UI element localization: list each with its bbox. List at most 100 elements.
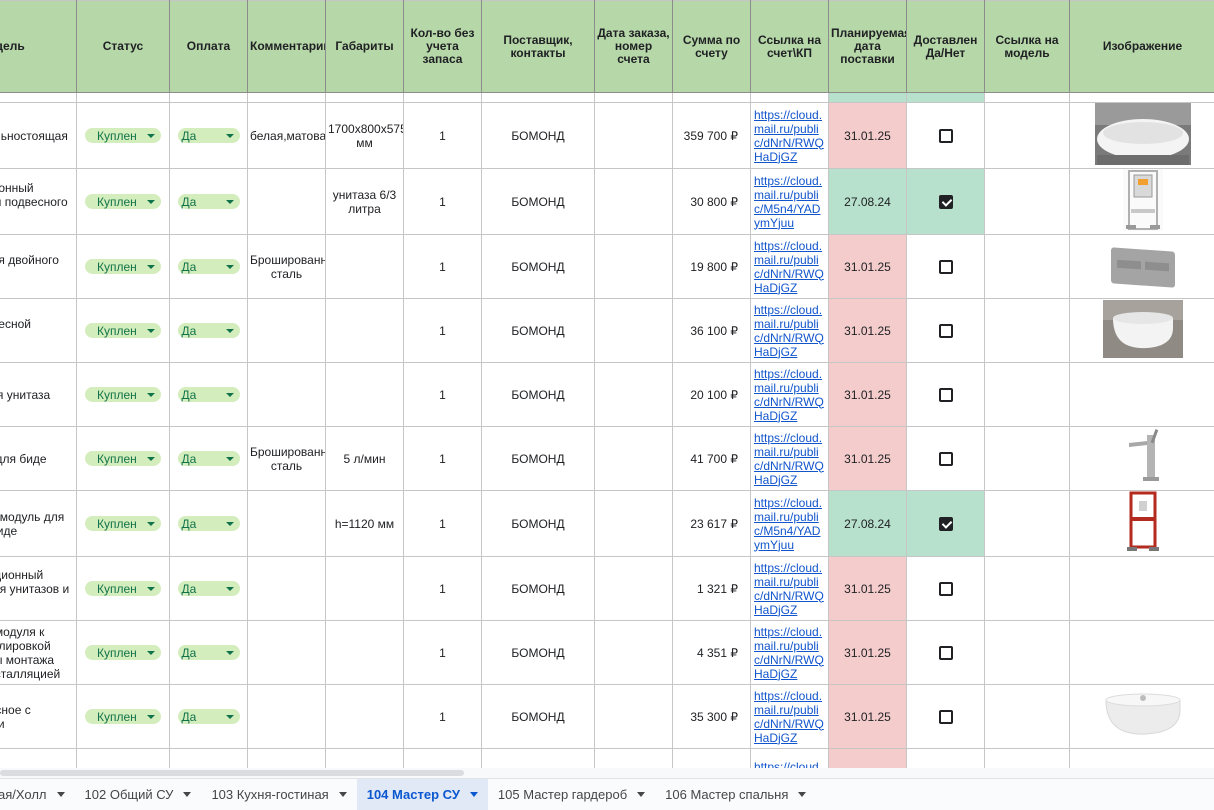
supplier-cell[interactable] bbox=[481, 748, 595, 768]
payment-cell[interactable]: Да bbox=[169, 426, 248, 491]
delivered-checkbox[interactable] bbox=[938, 387, 953, 402]
payment-dropdown-chip[interactable]: Да bbox=[177, 581, 240, 596]
image-cell[interactable] bbox=[1069, 102, 1214, 169]
image-cell[interactable] bbox=[1069, 490, 1214, 557]
model-cell[interactable]: Крепление модуля к стене с регулировкой … bbox=[0, 620, 77, 685]
status-dropdown-chip[interactable]: Куплен bbox=[85, 516, 161, 531]
model-link-cell[interactable] bbox=[984, 102, 1070, 169]
comment-cell[interactable]: Брошированная bbox=[247, 748, 326, 768]
quantity-cell[interactable]: 1 bbox=[403, 684, 482, 749]
planned-date-cell[interactable]: 31.01.25 bbox=[828, 620, 907, 685]
status-cell[interactable]: Куплен bbox=[76, 362, 170, 427]
image-cell[interactable] bbox=[1069, 168, 1214, 235]
status-cell[interactable]: Куплен bbox=[76, 298, 170, 363]
model-cell[interactable]: Инсталляционный элемент для подвесного у… bbox=[0, 168, 77, 235]
status-cell[interactable]: Куплен bbox=[76, 234, 170, 299]
model-link-cell[interactable] bbox=[984, 490, 1070, 557]
quantity-cell[interactable]: 1 bbox=[403, 556, 482, 621]
delivered-cell[interactable] bbox=[906, 620, 985, 685]
payment-dropdown-chip[interactable]: Да bbox=[177, 516, 240, 531]
comment-cell[interactable] bbox=[247, 490, 326, 557]
status-dropdown-chip[interactable]: Куплен bbox=[85, 645, 161, 660]
delivered-cell[interactable] bbox=[906, 748, 985, 768]
header-dimensions[interactable]: Габариты bbox=[325, 0, 404, 93]
status-dropdown-chip[interactable]: Куплен bbox=[85, 709, 161, 724]
planned-date-cell[interactable]: 27.08.24 bbox=[828, 490, 907, 557]
invoice-link[interactable]: https://cloud.mail.ru/public/dNrN/RWQHaD… bbox=[754, 624, 824, 681]
quantity-cell[interactable]: 1 bbox=[403, 426, 482, 491]
invoice-link-cell[interactable]: https://cloud.mail.ru/public/dNrN/RWQHaD… bbox=[750, 426, 829, 491]
model-cell[interactable]: Унитаз подвесной Rimless bbox=[0, 298, 77, 363]
quantity-cell[interactable]: 1 bbox=[403, 102, 482, 169]
payment-dropdown-chip[interactable]: Да bbox=[177, 259, 240, 274]
status-cell[interactable]: Куплен bbox=[76, 684, 170, 749]
model-cell[interactable]: Звукоизоляционный комплект для унитазов … bbox=[0, 556, 77, 621]
status-cell[interactable]: Куплен bbox=[76, 556, 170, 621]
sum-cell[interactable]: 4 351 ₽ bbox=[672, 620, 751, 685]
image-cell[interactable] bbox=[1069, 620, 1214, 685]
payment-cell[interactable]: Да bbox=[169, 234, 248, 299]
tab-menu-arrow-icon[interactable] bbox=[469, 792, 478, 797]
invoice-link[interactable]: https://cloud.mail.ru/public/dNrN/RWQHaD… bbox=[754, 302, 824, 359]
delivered-checkbox[interactable] bbox=[938, 323, 953, 338]
image-cell[interactable] bbox=[1069, 234, 1214, 299]
planned-date-cell[interactable]: 31.01.25 bbox=[828, 234, 907, 299]
order-date-cell[interactable] bbox=[594, 298, 673, 363]
status-dropdown-chip[interactable]: Куплен bbox=[85, 128, 161, 143]
invoice-link[interactable]: https://cloud.mail.ru/public/M5n4/YADymY… bbox=[754, 173, 823, 230]
planned-date-cell[interactable]: 31.01.25 bbox=[828, 556, 907, 621]
invoice-link-cell[interactable]: https://cloud.mail.ru/public/M5n4/YADymY… bbox=[750, 490, 829, 557]
planned-date-cell[interactable]: 31.01.25 bbox=[828, 362, 907, 427]
supplier-cell[interactable]: БОМОНД bbox=[481, 168, 595, 235]
payment-cell[interactable]: Да bbox=[169, 490, 248, 557]
sum-cell[interactable]: 359 700 ₽ bbox=[672, 102, 751, 169]
dimensions-cell[interactable]: унитаза 6/3 литра bbox=[325, 168, 404, 235]
order-date-cell[interactable] bbox=[594, 748, 673, 768]
header-delivered[interactable]: Доставлен Да/Нет bbox=[906, 0, 985, 93]
comment-cell[interactable] bbox=[247, 298, 326, 363]
delivered-cell[interactable] bbox=[906, 234, 985, 299]
supplier-cell[interactable]: БОМОНД bbox=[481, 426, 595, 491]
invoice-link[interactable]: https://cloud.mail.ru/public/dNrN/RWQHaD… bbox=[754, 238, 824, 295]
payment-cell[interactable]: Да bbox=[169, 102, 248, 169]
quantity-cell[interactable]: 1 bbox=[403, 362, 482, 427]
order-date-cell[interactable] bbox=[594, 234, 673, 299]
delivered-checkbox[interactable] bbox=[938, 581, 953, 596]
image-cell[interactable] bbox=[1069, 426, 1214, 491]
comment-cell[interactable] bbox=[247, 684, 326, 749]
payment-dropdown-chip[interactable]: Да bbox=[177, 709, 240, 724]
quantity-cell[interactable] bbox=[403, 748, 482, 768]
quantity-cell[interactable]: 1 bbox=[403, 490, 482, 557]
sheet-tab[interactable]: 103 Кухня-гостиная bbox=[201, 779, 356, 810]
invoice-link[interactable]: https://cloud.mail.ru/public/M5n4/YADymY… bbox=[754, 495, 823, 552]
sheet-tab[interactable]: ая/Холл bbox=[0, 779, 75, 810]
status-cell[interactable]: Куплен bbox=[76, 490, 170, 557]
planned-date-cell[interactable]: 31.01.25 bbox=[828, 298, 907, 363]
model-link-cell[interactable] bbox=[984, 684, 1070, 749]
header-payment[interactable]: Оплата bbox=[169, 0, 248, 93]
status-cell[interactable]: Куплен bbox=[76, 620, 170, 685]
payment-dropdown-chip[interactable]: Да bbox=[177, 128, 240, 143]
invoice-link-cell[interactable]: https://cloud.mail.ru/public/dNrN/RWQHaD… bbox=[750, 620, 829, 685]
delivered-cell[interactable] bbox=[906, 426, 985, 491]
header-quantity[interactable]: Кол-во без учета запаса bbox=[403, 0, 482, 93]
invoice-link-cell[interactable]: https://cloud.mail.ru/public/dNrN/RWQHaD… bbox=[750, 556, 829, 621]
order-date-cell[interactable] bbox=[594, 620, 673, 685]
invoice-link-cell[interactable]: https://cloud.mail.ru/public/dNrN/RWQHaD… bbox=[750, 234, 829, 299]
comment-cell[interactable]: Брошированная сталь bbox=[247, 234, 326, 299]
order-date-cell[interactable] bbox=[594, 426, 673, 491]
invoice-link-cell[interactable]: https://cloud.mail.ru/public/dNrN/RWQHaD… bbox=[750, 298, 829, 363]
comment-cell[interactable] bbox=[247, 556, 326, 621]
delivered-cell[interactable] bbox=[906, 168, 985, 235]
image-cell[interactable] bbox=[1069, 748, 1214, 768]
payment-dropdown-chip[interactable]: Да bbox=[177, 194, 240, 209]
dimensions-cell[interactable] bbox=[325, 234, 404, 299]
order-date-cell[interactable] bbox=[594, 684, 673, 749]
header-status[interactable]: Статус bbox=[76, 0, 170, 93]
invoice-link[interactable]: https://cloud.mail.ru/public/dNrN/RWQHaD… bbox=[754, 107, 824, 164]
sum-cell[interactable]: 20 100 ₽ bbox=[672, 362, 751, 427]
dimensions-cell[interactable] bbox=[325, 684, 404, 749]
supplier-cell[interactable]: БОМОНД bbox=[481, 684, 595, 749]
dimensions-cell[interactable] bbox=[325, 362, 404, 427]
status-dropdown-chip[interactable]: Куплен bbox=[85, 451, 161, 466]
